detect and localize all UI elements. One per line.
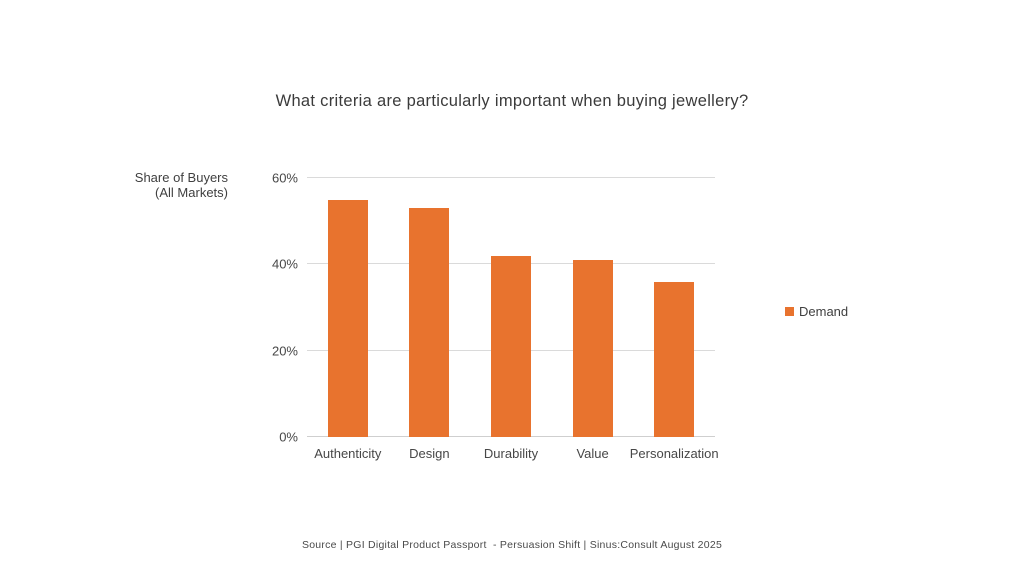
bar-durability [491,255,531,437]
y-tick-label: 40% [271,256,298,272]
legend-swatch-icon [785,307,794,316]
bar-authenticity [327,199,368,437]
bar-design [409,208,450,437]
x-axis-label: Durability [483,446,539,461]
y-tick-label: 20% [271,343,298,359]
x-axis-label: Value [576,446,609,461]
chart-title: What criteria are particularly important… [275,92,749,110]
y-axis-title-line1: Share of Buyers [134,170,228,185]
bar-personalization [654,281,695,437]
y-axis-title: Share of Buyers (All Markets) [60,170,228,200]
y-axis-title-line2: (All Markets) [155,185,228,200]
y-tick-label: 60% [271,170,298,186]
bar-value [572,260,613,437]
gridline [307,177,715,178]
x-axis-label: Design [409,446,450,461]
legend: Demand [785,304,848,319]
source-caption: Source | PGI Digital Product Passport - … [301,539,723,551]
y-tick-label: 0% [279,429,298,445]
x-axis-label: Personalization [629,446,719,461]
x-axis-label: Authenticity [314,446,382,461]
legend-label: Demand [799,304,849,319]
plot-area: 0% 20% 40% 60% Authenticity Design Durability V… [272,171,719,462]
